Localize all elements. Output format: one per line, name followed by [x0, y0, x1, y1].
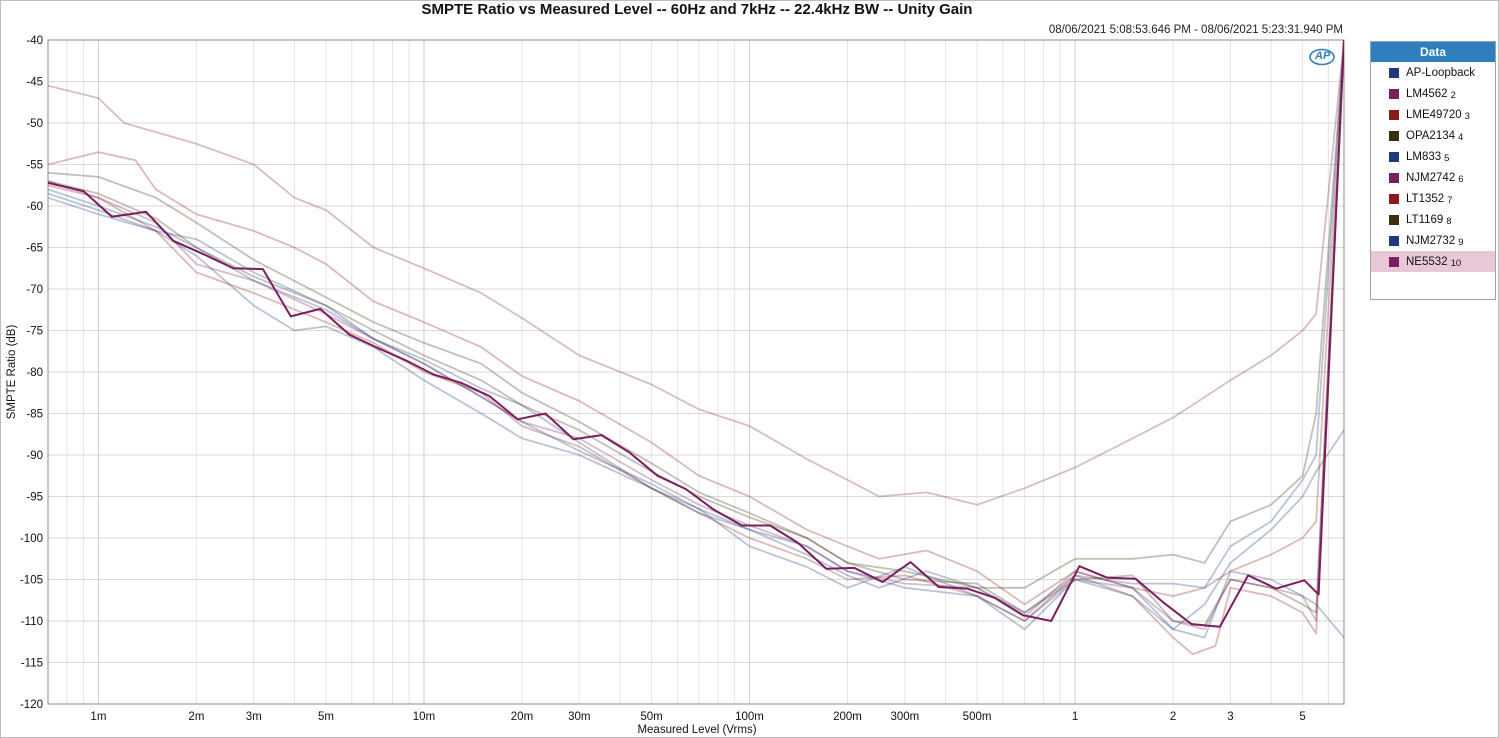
legend-swatch [1389, 193, 1399, 204]
legend-index: 9 [1458, 237, 1464, 248]
x-tick-label: 100m [735, 711, 764, 723]
legend-label: NJM2742 [1406, 171, 1456, 184]
legend-item-lt1352[interactable]: LT1352 7 [1371, 188, 1495, 209]
y-tick-label: -120 [20, 699, 43, 711]
legend-swatch [1389, 130, 1399, 141]
legend-swatch [1389, 256, 1399, 267]
legend-swatch [1389, 235, 1399, 246]
legend-label: NJM2732 [1406, 234, 1456, 247]
legend-index: 2 [1450, 90, 1456, 101]
legend-item-ap-loopback[interactable]: AP-Loopback [1371, 62, 1495, 83]
series-line-lm833 [48, 40, 1344, 614]
y-tick-label: -105 [20, 575, 43, 587]
y-tick-label: -100 [20, 533, 43, 545]
legend-index: 3 [1464, 111, 1470, 122]
series-line-ap-loopback [48, 196, 1344, 631]
y-tick-label: -75 [26, 326, 43, 338]
series-line-lt1169 [48, 40, 1344, 626]
x-tick-label: 1m [90, 711, 106, 723]
legend-swatch [1389, 214, 1399, 225]
legend-label: LT1169 [1406, 213, 1444, 226]
legend-item-lm4562[interactable]: LM4562 2 [1371, 83, 1495, 104]
series-line-opa2134 [48, 40, 1344, 589]
legend-item-lt1169[interactable]: LT1169 8 [1371, 209, 1495, 230]
timestamp-range: 08/06/2021 5:08:53.646 PM - 08/06/2021 5… [1048, 24, 1343, 36]
x-tick-label: 5 [1299, 711, 1305, 723]
legend-index: 6 [1458, 174, 1464, 185]
legend-item-lm833[interactable]: LM833 5 [1371, 146, 1495, 167]
chart-title: SMPTE Ratio vs Measured Level -- 60Hz an… [421, 1, 973, 18]
y-tick-label: -90 [26, 450, 43, 462]
series-line-ne5532 [48, 40, 1344, 628]
y-tick-label: -95 [26, 492, 43, 504]
y-axis-label: SMPTE Ratio (dB) [6, 325, 18, 420]
y-tick-label: -45 [26, 77, 43, 89]
y-tick-label: -110 [21, 616, 43, 628]
x-tick-label: 3 [1227, 711, 1233, 723]
x-axis-label: Measured Level (Vrms) [637, 724, 756, 736]
series-line-njm2742 [48, 40, 1344, 631]
x-tick-label: 50m [640, 711, 662, 723]
x-tick-label: 300m [890, 711, 919, 723]
y-tick-label: -55 [26, 160, 43, 172]
legend-index: 5 [1444, 153, 1450, 164]
y-tick-label: -70 [26, 284, 43, 296]
legend-swatch [1389, 67, 1399, 78]
legend-swatch [1389, 88, 1399, 99]
x-tick-label: 30m [568, 711, 590, 723]
legend-index: 8 [1446, 216, 1452, 227]
legend-swatch [1389, 172, 1399, 183]
legend-swatch [1389, 109, 1399, 120]
axes: -40 -45 -50 -55 -60 -65 -70 -75 -80 -85 -90 -95 -100… [20, 35, 1345, 723]
legend-items: AP-Loopback LM4562 2 LME49720 3 OPA2134 4 LM833… [1371, 62, 1495, 272]
x-tick-label: 1 [1072, 711, 1078, 723]
legend-label: LT1352 [1406, 192, 1445, 205]
legend-item-njm2742[interactable]: NJM2742 6 [1371, 167, 1495, 188]
legend-item-opa2134[interactable]: OPA2134 4 [1371, 125, 1495, 146]
legend-label: LME49720 [1406, 108, 1462, 121]
legend-index: 10 [1450, 258, 1462, 269]
ap-logo-icon: AP [1309, 48, 1335, 66]
y-tick-label: -40 [26, 35, 43, 47]
legend-header: Data [1371, 42, 1495, 62]
legend-panel: Data AP-Loopback LM4562 2 LME49720 3 OPA2134 4… [1370, 41, 1496, 300]
legend-swatch [1389, 151, 1399, 162]
legend-label: LM4562 [1406, 87, 1448, 100]
y-tick-label: -50 [26, 118, 43, 130]
x-tick-label: 2m [188, 711, 204, 723]
legend-index: 4 [1458, 132, 1464, 143]
legend-label: OPA2134 [1406, 129, 1456, 142]
x-tick-label: 2 [1170, 711, 1176, 723]
x-tick-label: 20m [511, 711, 533, 723]
legend-item-ne5532[interactable]: NE5532 10 [1371, 251, 1495, 272]
series-lines [48, 40, 1344, 656]
grid [47, 39, 1344, 705]
y-tick-label: -60 [26, 201, 43, 213]
ap-logo-text: AP [1315, 50, 1331, 62]
legend-index: 7 [1447, 195, 1453, 206]
y-tick-label: -80 [26, 367, 43, 379]
legend-label: LM833 [1406, 150, 1442, 163]
x-tick-label: 10m [413, 711, 435, 723]
y-tick-label: -85 [26, 409, 43, 421]
series-line-njm2732 [48, 188, 1344, 639]
x-tick-label: 3m [246, 711, 262, 723]
x-tick-label: 200m [833, 711, 862, 723]
x-tick-label: 500m [963, 711, 992, 723]
y-tick-label: -115 [21, 658, 43, 670]
series-line-lme49720 [48, 40, 1344, 606]
y-tick-label: -65 [26, 243, 43, 255]
x-tick-label: 5m [318, 711, 334, 723]
legend-item-njm2732[interactable]: NJM2732 9 [1371, 230, 1495, 251]
series-line-lm4562 [48, 40, 1344, 506]
plot-border [47, 39, 1345, 705]
legend-label: AP-Loopback [1406, 66, 1476, 79]
legend-item-lme49720[interactable]: LME49720 3 [1371, 104, 1495, 125]
legend-label: NE5532 [1406, 255, 1448, 268]
